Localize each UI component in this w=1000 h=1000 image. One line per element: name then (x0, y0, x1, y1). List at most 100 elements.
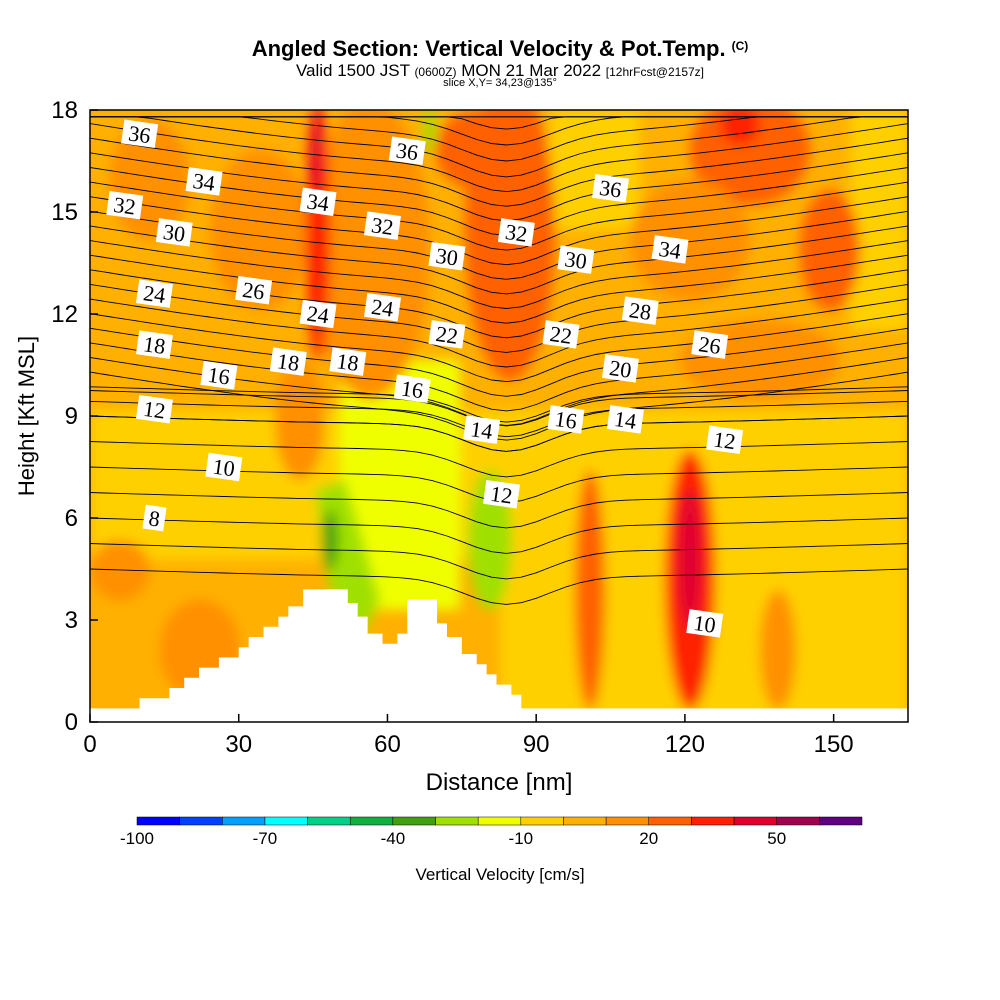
isentrope-label-box (135, 394, 173, 424)
isentrope-line (90, 181, 908, 251)
colorbar-swatch (179, 816, 223, 826)
valid-prefix: Valid 1500 JST (295, 61, 410, 80)
isentrope-label: 26 (691, 330, 729, 359)
isentrope-line (90, 568, 908, 605)
isentrope-label-text: 12 (142, 396, 167, 424)
colorbar-tick-label: -100 (120, 829, 154, 848)
isentrope-label-box (557, 245, 595, 274)
isentrope-label: 24 (299, 299, 337, 329)
chart-subtitle: Valid 1500 JST (0600Z) MON 21 Mar 2022 [… (0, 61, 1000, 81)
colorbar-tick-label: -40 (381, 829, 406, 848)
isentrope-label: 12 (706, 425, 744, 454)
colorbar-swatch (477, 816, 522, 826)
isentrope-label: 32 (497, 218, 535, 247)
isentrope-label: 14 (606, 405, 644, 434)
isentrope-label-text: 22 (548, 321, 573, 349)
isentrope-label-box (428, 320, 466, 349)
isentrope-line (90, 371, 908, 441)
colorbar-tick-label: 20 (639, 829, 658, 848)
isentrope-label: 10 (686, 609, 724, 638)
isentrope-line (90, 116, 908, 178)
isentrope-label: 32 (106, 190, 144, 220)
colorbar-swatch (264, 816, 308, 826)
isentrope-label-text: 36 (395, 137, 420, 165)
isentrope-label-text: 10 (211, 454, 236, 482)
x-axis-label: Distance [nm] (426, 769, 573, 796)
y-axis-label: Height [Kft MSL] (14, 336, 39, 496)
isentrope-line (90, 298, 908, 368)
isentrope-label: 14 (463, 415, 501, 444)
isentrope-label-text: 18 (335, 348, 360, 376)
isentrope-label-text: 18 (276, 348, 301, 376)
isentrope-label-box (606, 405, 644, 434)
isentrope-label-text: 24 (370, 294, 395, 322)
isentrope-label-box (299, 299, 337, 329)
colorbar-label: Vertical Velocity [cm/s] (415, 865, 584, 884)
isentrope-line (90, 342, 908, 412)
isentrope-line (90, 517, 908, 554)
isentrope-line (90, 543, 908, 580)
isentrope-label-text: 30 (162, 219, 187, 247)
isentrope-label-box (135, 330, 173, 359)
isentrope-label-text: 14 (469, 416, 494, 444)
isentrope-label-box (428, 241, 466, 271)
isentrope-label-box (393, 374, 431, 404)
isentrope-label: 18 (269, 347, 307, 376)
isentrope-label-text: 36 (598, 175, 623, 203)
isentrope-label-text: 16 (400, 375, 425, 403)
x-tick-label: 60 (374, 731, 401, 758)
isentrope-label-text: 34 (305, 188, 330, 216)
isentrope-line (90, 327, 908, 397)
isentrope-label: 30 (428, 241, 466, 271)
isentrope-label-box (106, 190, 144, 220)
isentrope-label-text: 24 (305, 301, 330, 329)
y-tick-label: 18 (51, 97, 78, 124)
isentrope-label-text: 8 (147, 505, 161, 531)
isentrope-label: 16 (547, 405, 585, 434)
isentrope-label-box (205, 452, 243, 482)
isentrope-label: 12 (135, 394, 173, 424)
isentrope-label-box (363, 292, 402, 322)
isentrope-label-box (299, 187, 337, 217)
isentrope-line (90, 254, 908, 324)
isentrope-label-text: 12 (489, 481, 514, 509)
slice-info: slice X,Y= 34,23@135° (443, 77, 557, 89)
colorbar-tick-label: -10 (509, 829, 534, 848)
isentrope-line (90, 123, 908, 193)
isentrope-label-box (142, 504, 167, 532)
velocity-field: 8 10 10 12 12 12 14 14 16 16 16 18 18 18 20 22 22 24 24 24 2… (90, 110, 908, 722)
terrain-profile (90, 589, 908, 722)
colorbar-swatch (691, 816, 735, 826)
isentrope-line (90, 269, 908, 339)
isentrope-line (90, 415, 908, 452)
isentrope-label: 34 (651, 235, 689, 264)
isentrope-label-text: 26 (241, 277, 266, 305)
isentrope-label-box (651, 235, 689, 264)
isentrope-label-text: 16 (206, 362, 231, 390)
x-tick-label: 150 (814, 731, 854, 758)
isentrope-label-text: 34 (191, 168, 216, 196)
isentrope-label-box (592, 173, 630, 203)
isentrope-line (90, 152, 908, 222)
colorbar-swatch (136, 816, 180, 826)
isentrope-label-text: 24 (142, 280, 167, 308)
y-tick-label: 6 (65, 505, 78, 532)
y-axis: 0 3 6 9 12 15 18 (51, 97, 98, 736)
chart-title: Angled Section: Vertical Velocity & Pot.… (0, 36, 1000, 62)
colorbar-swatch (819, 816, 863, 826)
isentrope-label: 8 (142, 504, 167, 532)
isentrope-label: 16 (200, 360, 238, 390)
y-tick-label: 0 (65, 709, 78, 736)
isentrope-label: 18 (329, 347, 367, 376)
x-tick-label: 0 (83, 731, 96, 758)
isentrope-line (90, 240, 908, 309)
isentrope-line (90, 313, 908, 383)
colorbar-swatch (392, 816, 436, 826)
isentrope-label-text: 34 (657, 236, 682, 264)
isentrope-label-box (155, 218, 193, 247)
isentrope-label-text: 32 (370, 212, 395, 240)
x-axis: 0 30 60 90 120 150 (83, 714, 854, 758)
colorbar-swatch (605, 816, 650, 826)
isentrope-label: 20 (601, 354, 639, 383)
